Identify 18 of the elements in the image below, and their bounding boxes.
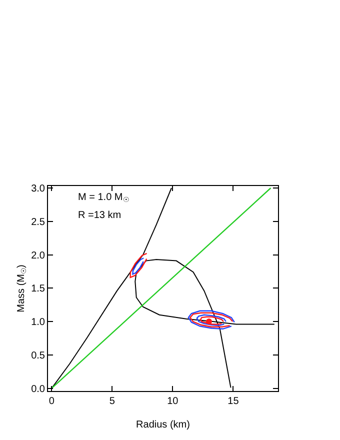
x-tick-label: 15 [228,396,240,407]
y-tick-label: 0.5 [31,350,46,362]
annotation: M = 1.0 M$_{☉}$ [78,192,129,204]
y-tick-label: 1.0 [31,317,46,328]
x-axis-title: Radius (km) [136,420,190,430]
y-tick-label: 2.5 [31,216,46,228]
line-series [196,314,227,326]
y-tick-label: 2.0 [31,250,46,262]
x-tick-label: 0 [48,396,55,407]
x-tick-label: 10 [167,396,179,407]
line-series [130,252,148,278]
line-series [132,258,144,275]
y-tick-label: 3.0 [31,184,46,194]
x-tick-label: 5 [109,396,116,407]
y-tick-label: 0.0 [31,384,46,395]
annotation: R =13 km [78,210,122,221]
y-tick-label: 1.5 [31,284,46,295]
line-series [200,316,224,325]
